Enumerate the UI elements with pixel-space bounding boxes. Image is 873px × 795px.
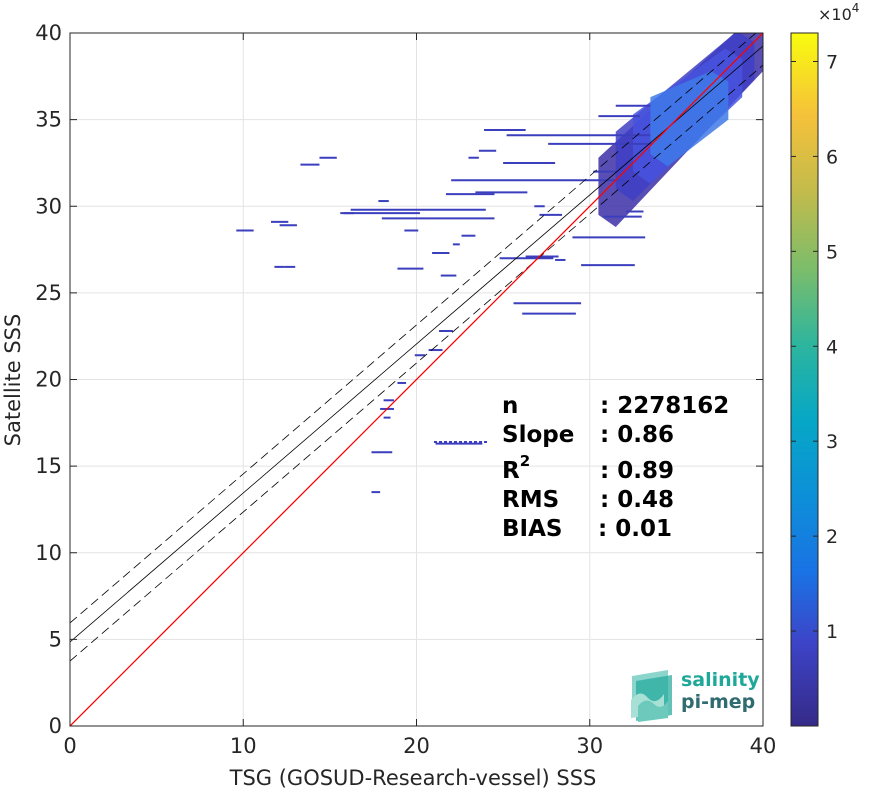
colorbar-tick-label: 7 — [826, 51, 838, 73]
x-tick-label: 30 — [576, 734, 603, 758]
brand-line2: pi-mep — [681, 691, 755, 713]
axes: 0 10 20 30 40 0 5 10 15 20 25 30 35 40 — [35, 21, 776, 758]
stats-box: n : 2278162 Slope : 0.86 R2 : 0.89 RMS :… — [434, 393, 729, 542]
colorbar-tick-label: 6 — [826, 146, 838, 168]
y-tick-label: 40 — [35, 21, 62, 45]
colorbar-tick-label: 5 — [826, 241, 838, 263]
density-core — [650, 71, 729, 167]
colorbar — [790, 32, 819, 727]
confidence-line — [70, 33, 757, 624]
x-tick-label: 10 — [230, 734, 257, 758]
y-tick-label: 35 — [35, 108, 62, 132]
stat-value-r2: : 0.89 — [600, 458, 674, 484]
y-tick-label: 5 — [49, 627, 62, 651]
stat-value-bias: : 0.01 — [598, 516, 672, 542]
brand-line1: salinity — [681, 669, 760, 691]
brand-logo: salinity pi-mep — [631, 669, 760, 722]
stat-label-bias: BIAS — [502, 516, 562, 542]
x-tick-label: 0 — [63, 734, 76, 758]
y-tick-label: 20 — [35, 368, 62, 392]
stat-label-slope: Slope — [502, 422, 574, 448]
colorbar-tick-label: 2 — [826, 526, 838, 548]
colorbar-tick-label: 3 — [826, 431, 838, 453]
y-tick-label: 15 — [35, 454, 62, 478]
stat-value-n: : 2278162 — [600, 393, 729, 419]
identity-line — [70, 33, 763, 726]
x-axis-label: TSG (GOSUD-Research-vessel) SSS — [229, 766, 597, 790]
wave-icon — [631, 670, 672, 722]
regression-line — [70, 45, 763, 643]
x-tick-label: 40 — [750, 734, 777, 758]
reference-lines — [70, 33, 763, 726]
y-axis-label: Satellite SSS — [1, 314, 25, 447]
stat-label-n: n — [502, 393, 518, 419]
colorbar-exponent: ×104 — [818, 1, 859, 24]
stat-value-rms: : 0.48 — [600, 487, 674, 513]
stat-label-r: R — [502, 458, 520, 484]
y-tick-label: 0 — [49, 714, 62, 738]
y-tick-label: 10 — [35, 541, 62, 565]
y-tick-label: 30 — [35, 194, 62, 218]
colorbar-exponent-base: ×10 — [818, 5, 852, 24]
stat-value-slope: : 0.86 — [600, 422, 674, 448]
colorbar-ticks: 1 2 3 4 5 6 7 — [791, 51, 838, 643]
colorbar-tick-label: 1 — [826, 621, 838, 643]
x-tick-label: 20 — [403, 734, 430, 758]
colorbar-tick-label: 4 — [826, 336, 838, 358]
stat-label-r2-sup: 2 — [520, 452, 530, 470]
y-tick-label: 25 — [35, 281, 62, 305]
stat-label-rms: RMS — [502, 487, 559, 513]
stat-label-r2: R2 — [502, 452, 530, 484]
confidence-line — [70, 64, 763, 662]
colorbar-exponent-power: 4 — [852, 1, 860, 15]
